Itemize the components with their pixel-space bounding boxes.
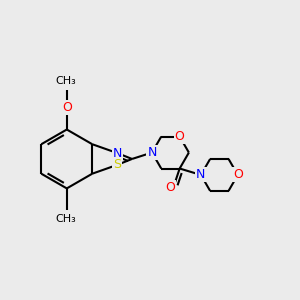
Text: N: N <box>147 146 157 159</box>
Text: S: S <box>113 158 121 171</box>
Text: O: O <box>165 181 175 194</box>
Text: O: O <box>233 168 243 182</box>
Text: N: N <box>112 147 122 160</box>
Text: CH₃: CH₃ <box>55 76 76 86</box>
Text: O: O <box>62 101 72 114</box>
Text: N: N <box>196 168 206 182</box>
Text: CH₃: CH₃ <box>55 214 76 224</box>
Text: O: O <box>175 130 184 143</box>
